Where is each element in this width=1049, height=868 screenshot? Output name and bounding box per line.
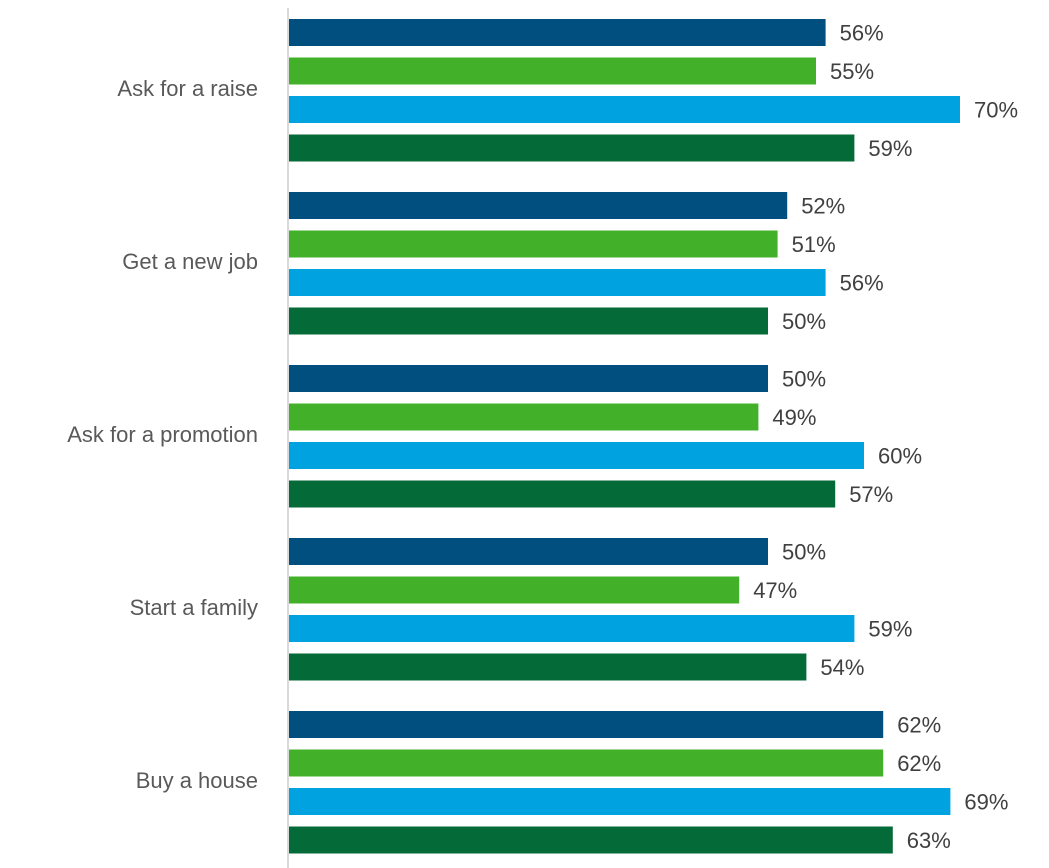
bar (288, 750, 883, 777)
data-label: 63% (907, 828, 951, 853)
data-label: 50% (782, 539, 826, 564)
data-label: 70% (974, 97, 1018, 122)
data-label: 55% (830, 59, 874, 84)
bar (288, 192, 787, 219)
bar (288, 269, 826, 296)
data-label: 54% (820, 655, 864, 680)
data-label: 50% (782, 309, 826, 334)
bar (288, 481, 835, 508)
data-label: 47% (753, 578, 797, 603)
bar (288, 19, 826, 46)
data-label: 56% (840, 270, 884, 295)
data-label: 62% (897, 751, 941, 776)
bars-group (288, 19, 960, 854)
bar (288, 231, 778, 258)
category-label: Ask for a promotion (67, 422, 258, 447)
data-label: 52% (801, 193, 845, 218)
data-label: 62% (897, 712, 941, 737)
category-labels-group: Ask for a raise Get a new job Ask for a pr… (67, 76, 258, 793)
bar (288, 135, 854, 162)
bar (288, 788, 950, 815)
bar (288, 827, 893, 854)
bar (288, 365, 768, 392)
bar (288, 538, 768, 565)
data-label: 56% (840, 20, 884, 45)
bar (288, 308, 768, 335)
bar (288, 58, 816, 85)
bar (288, 711, 883, 738)
bar (288, 577, 739, 604)
bar (288, 442, 864, 469)
data-label: 49% (772, 405, 816, 430)
bar (288, 96, 960, 123)
bar (288, 654, 806, 681)
bar (288, 615, 854, 642)
data-label: 57% (849, 482, 893, 507)
bar (288, 404, 758, 431)
category-label: Buy a house (136, 768, 258, 793)
data-label: 59% (868, 616, 912, 641)
data-label: 59% (868, 136, 912, 161)
data-label: 51% (792, 232, 836, 257)
data-label: 50% (782, 366, 826, 391)
category-label: Start a family (130, 595, 258, 620)
data-label: 60% (878, 443, 922, 468)
category-label: Get a new job (122, 249, 258, 274)
category-label: Ask for a raise (117, 76, 258, 101)
data-label: 69% (964, 789, 1008, 814)
